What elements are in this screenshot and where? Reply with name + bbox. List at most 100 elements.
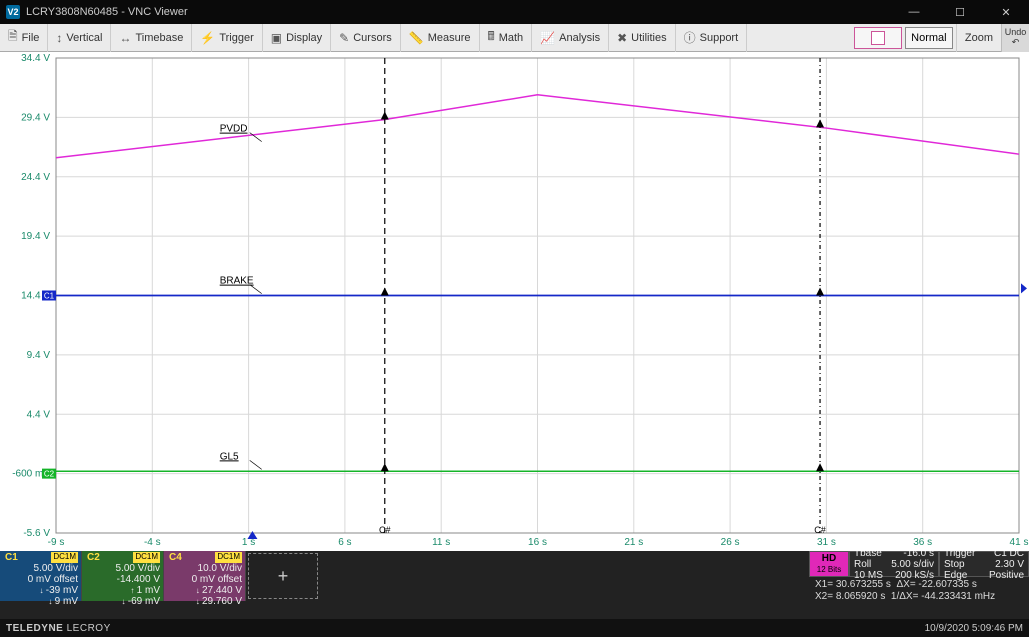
svg-text:21 s: 21 s bbox=[624, 537, 643, 548]
trigger-mode-indicator[interactable] bbox=[854, 27, 902, 49]
menu-analysis[interactable]: 📈 Analysis bbox=[532, 24, 609, 52]
timebase-icon: ↔ bbox=[119, 31, 131, 45]
mode-text: Normal bbox=[911, 32, 946, 44]
cur-dx: ΔX= -22.607335 s bbox=[896, 579, 976, 590]
c1-coupling: DC1M bbox=[51, 552, 78, 563]
undo-button[interactable]: Undo↶ bbox=[1001, 24, 1029, 52]
c2-v2: -69 mV bbox=[128, 596, 160, 607]
svg-text:6 s: 6 s bbox=[338, 537, 351, 548]
svg-text:34.4 V: 34.4 V bbox=[21, 53, 50, 64]
menu-cursors[interactable]: ✎Cursors bbox=[331, 24, 401, 52]
channel-c2-cell[interactable]: C2DC1M 5.00 V/div -14.400 V ↑ 1 mV ↓ -69… bbox=[82, 551, 164, 601]
menu-utilities[interactable]: ✖Utilities bbox=[609, 24, 676, 52]
cursor-readout: X1= 30.673255 s ΔX= -22.607335 s X2= 8.0… bbox=[809, 577, 1029, 605]
oscilloscope-plot[interactable]: -5.6 V-600 mV4.4 V9.4 V14.4 V19.4 V24.4 … bbox=[0, 52, 1029, 551]
svg-text:C2: C2 bbox=[44, 470, 55, 479]
menu-math[interactable]: 🖩 Math bbox=[480, 24, 533, 52]
trigger-mode-label[interactable]: Normal bbox=[905, 27, 953, 49]
utilities-icon: ✖ bbox=[617, 31, 627, 45]
c4-offset: 0 mV offset bbox=[167, 574, 242, 585]
footer-timestamp: 10/9/2020 5:09:46 PM bbox=[925, 623, 1023, 634]
c1-scale: 5.00 V/div bbox=[3, 563, 78, 574]
menu-support-label: Support bbox=[700, 32, 739, 44]
cur-idx: 1/ΔX= -44.233431 mHz bbox=[891, 591, 995, 602]
channel-c4-cell[interactable]: C4DC1M 10.0 V/div 0 mV offset ↓ 27.440 V… bbox=[164, 551, 246, 601]
channel-c1-cell[interactable]: C1DC1M 5.00 V/div 0 mV offset ↓ -39 mV ↓… bbox=[0, 551, 82, 601]
svg-text:PVDD: PVDD bbox=[220, 124, 248, 135]
analysis-icon: 📈 bbox=[540, 31, 555, 45]
footer-bar: TELEDYNE LECROY 10/9/2020 5:09:46 PM bbox=[0, 619, 1029, 637]
menu-timebase[interactable]: ↔ Timebase bbox=[111, 24, 192, 52]
menu-math-label: Math bbox=[499, 32, 523, 44]
brand-label: TELEDYNE LECROY bbox=[6, 623, 111, 634]
menu-trigger[interactable]: ⚡Trigger bbox=[192, 24, 262, 52]
tbase-div: 5.00 s/div bbox=[891, 559, 934, 570]
hd-bits: 12 Bits bbox=[817, 564, 841, 575]
svg-text:C#: C# bbox=[379, 525, 391, 535]
menu-support[interactable]: ⓘ Support bbox=[676, 24, 748, 52]
menu-vertical-label: Vertical bbox=[66, 32, 102, 44]
trg-level: 2.30 V bbox=[995, 559, 1024, 570]
math-icon: 🖩 bbox=[488, 27, 495, 48]
c1-v1: -39 mV bbox=[46, 585, 78, 596]
menu-file[interactable]: 🗎File bbox=[0, 24, 48, 52]
svg-text:GL5: GL5 bbox=[220, 451, 239, 462]
main-toolbar: 🗎File ↕ Vertical ↔ Timebase ⚡Trigger ▣ Disp… bbox=[0, 24, 1029, 52]
cur-x2: X2= 8.065920 s bbox=[815, 591, 885, 602]
undo-label: Undo bbox=[1005, 27, 1027, 37]
maximize-button[interactable]: ☐ bbox=[937, 0, 983, 24]
timebase-cell[interactable]: Tbase -16.0 s Roll 5.00 s/div 10 MS 200 … bbox=[849, 551, 939, 577]
close-button[interactable]: ✕ bbox=[983, 0, 1029, 24]
svg-text:4.4 V: 4.4 V bbox=[27, 409, 51, 420]
menu-measure[interactable]: 📏 Measure bbox=[401, 24, 480, 52]
zoom-button[interactable]: Zoom bbox=[956, 24, 1001, 52]
menu-vertical[interactable]: ↕ Vertical bbox=[48, 24, 111, 52]
c1-v2: 9 mV bbox=[55, 596, 78, 607]
display-icon: ▣ bbox=[271, 31, 282, 45]
c2-tag: C2 bbox=[85, 552, 102, 563]
menu-display[interactable]: ▣ Display bbox=[263, 24, 331, 52]
menu-cursors-label: Cursors bbox=[353, 32, 392, 44]
vnc-icon: V2 bbox=[6, 5, 20, 19]
vertical-icon: ↕ bbox=[56, 31, 62, 45]
support-icon: ⓘ bbox=[684, 29, 696, 46]
trigger-cell[interactable]: Trigger C1 DC Stop 2.30 V Edge Positive bbox=[939, 551, 1029, 577]
svg-text:-4 s: -4 s bbox=[144, 537, 161, 548]
title-bar: V2 LCRY3808N60485 - VNC Viewer ― ☐ ✕ bbox=[0, 0, 1029, 24]
zoom-label: Zoom bbox=[965, 32, 993, 44]
minimize-button[interactable]: ― bbox=[891, 0, 937, 24]
svg-text:29.4 V: 29.4 V bbox=[21, 112, 50, 123]
add-channel-placeholder[interactable]: + bbox=[248, 553, 318, 599]
svg-text:16 s: 16 s bbox=[528, 537, 547, 548]
c2-offset: -14.400 V bbox=[85, 574, 160, 585]
status-bar: C1DC1M 5.00 V/div 0 mV offset ↓ -39 mV ↓… bbox=[0, 551, 1029, 619]
c2-coupling: DC1M bbox=[133, 552, 160, 563]
trg-mode: Stop bbox=[944, 559, 965, 570]
trigger-icon: ⚡ bbox=[200, 31, 215, 45]
c4-scale: 10.0 V/div bbox=[167, 563, 242, 574]
file-icon: 🗎 bbox=[8, 27, 18, 48]
menu-measure-label: Measure bbox=[428, 32, 471, 44]
c4-v1: 27.440 V bbox=[202, 585, 242, 596]
measure-icon: 📏 bbox=[409, 31, 424, 45]
c2-scale: 5.00 V/div bbox=[85, 563, 160, 574]
svg-text:C1: C1 bbox=[44, 292, 55, 301]
svg-text:36 s: 36 s bbox=[913, 537, 932, 548]
svg-text:C#: C# bbox=[814, 525, 826, 535]
svg-text:9.4 V: 9.4 V bbox=[27, 350, 51, 361]
menu-display-label: Display bbox=[286, 32, 322, 44]
svg-text:-5.6 V: -5.6 V bbox=[23, 528, 50, 539]
hd-label: HD bbox=[822, 553, 836, 564]
right-status-panel: HD 12 Bits Tbase -16.0 s Roll 5.00 s/div… bbox=[809, 551, 1029, 619]
menu-timebase-label: Timebase bbox=[135, 32, 183, 44]
hd-badge: HD 12 Bits bbox=[809, 551, 849, 577]
c4-coupling: DC1M bbox=[215, 552, 242, 563]
c2-v1: 1 mV bbox=[137, 585, 160, 596]
c4-tag: C4 bbox=[167, 552, 184, 563]
c4-v2: 29.760 V bbox=[202, 596, 242, 607]
svg-text:11 s: 11 s bbox=[432, 537, 450, 548]
svg-text:24.4 V: 24.4 V bbox=[21, 172, 50, 183]
menu-analysis-label: Analysis bbox=[559, 32, 600, 44]
c1-tag: C1 bbox=[3, 552, 20, 563]
undo-icon: ↶ bbox=[1012, 37, 1020, 48]
